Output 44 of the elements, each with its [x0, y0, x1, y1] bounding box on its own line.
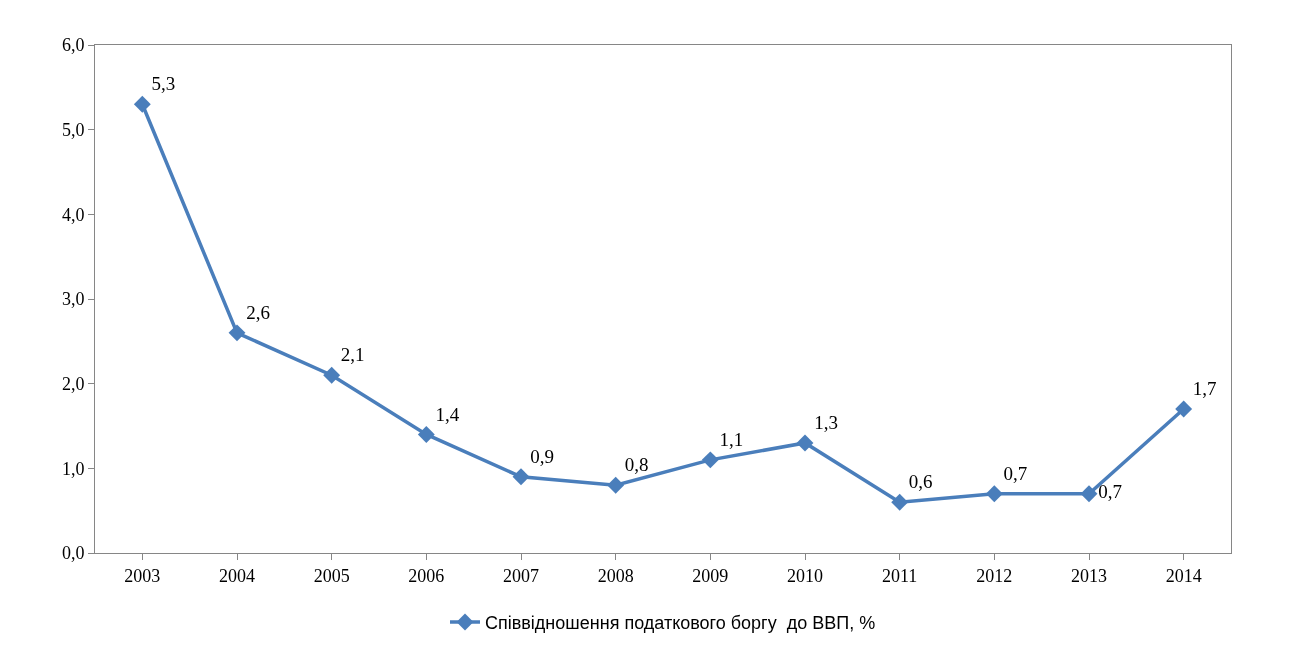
x-tick-label: 2010 [787, 565, 823, 586]
data-label: 1,1 [719, 428, 744, 450]
point [133, 95, 151, 113]
data-label: 1,3 [814, 412, 838, 434]
point [1175, 400, 1193, 418]
x-tick-label: 2008 [597, 565, 634, 586]
point [323, 366, 341, 384]
point [891, 493, 909, 511]
y-tick-label: 4,0 [61, 204, 85, 225]
y-tick-label: 0,0 [61, 543, 85, 564]
y-tick-label: 1,0 [61, 458, 85, 479]
x-tick-label: 2011 [882, 565, 918, 586]
data-label: 1,7 [1192, 378, 1217, 400]
x-tick-label: 2013 [1071, 565, 1107, 586]
point [701, 451, 719, 469]
data-label: 0,8 [624, 454, 649, 476]
point [985, 485, 1003, 503]
point [228, 324, 246, 342]
data-label: 0,7 [1003, 462, 1028, 484]
data-label: 2,6 [246, 301, 270, 323]
point [1080, 485, 1098, 503]
x-tick-label: 2003 [124, 565, 161, 586]
data-label: 1,4 [435, 403, 460, 425]
x-tick-label: 2014 [1165, 565, 1202, 586]
x-tick-label: 2004 [219, 565, 255, 586]
point [512, 468, 530, 486]
y-tick-label: 5,0 [61, 119, 85, 140]
x-tick-label: 2012 [976, 565, 1013, 586]
x-tick-label: 2009 [692, 565, 729, 586]
data-label: 2,1 [340, 344, 365, 366]
point [607, 476, 625, 494]
x-tick-label: 2005 [313, 565, 350, 586]
data-label: 0,6 [908, 471, 933, 493]
y-tick-label: 2,0 [61, 373, 85, 394]
x-tick-label: 2007 [503, 565, 539, 586]
x-tick-label: 2006 [408, 565, 445, 586]
point [417, 426, 435, 443]
data-label: 5,3 [151, 73, 176, 95]
data-label: 0,9 [530, 445, 554, 467]
point [796, 434, 814, 452]
y-tick-label: 6,0 [61, 35, 85, 56]
y-tick-label: 3,0 [61, 289, 85, 310]
data-label: 0,7 [1098, 481, 1122, 503]
legend-label: Співвідношення податкового боргу до ВВП, % [485, 613, 876, 634]
